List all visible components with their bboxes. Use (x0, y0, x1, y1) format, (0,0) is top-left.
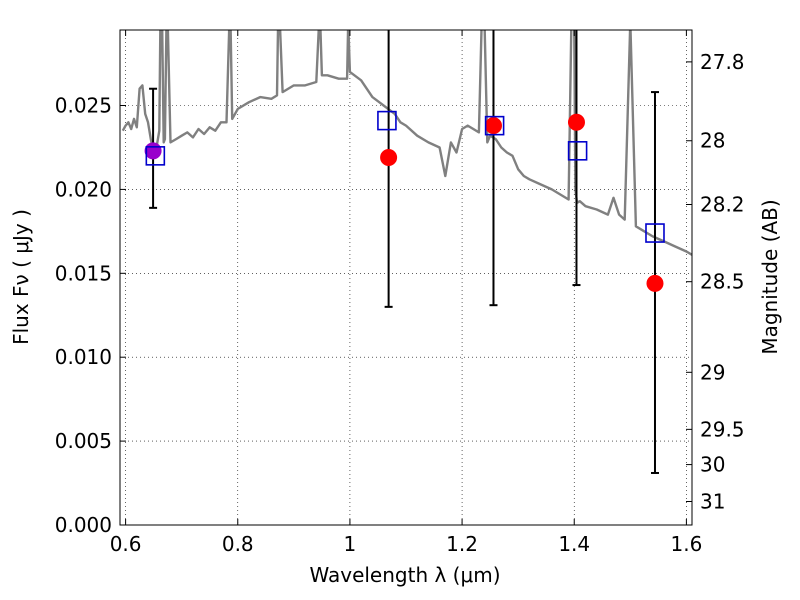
model-point-4 (645, 223, 665, 243)
observed-point-3 (567, 113, 585, 131)
y-tick-label: 0.025 (55, 94, 112, 118)
model-point-0 (145, 146, 166, 166)
magnitude-tick-label: 29 (700, 360, 725, 384)
y-tick-label: 0.015 (55, 261, 112, 285)
x-tick-label: 1.4 (558, 532, 590, 556)
spectrum-series (121, 30, 692, 256)
y-tick-label: 0.000 (55, 513, 112, 537)
errorbars (149, 30, 659, 474)
x-axis-ticks: 0.6 0.8 1 1.2 1.4 1.6 (110, 30, 702, 556)
y-tick-label: 0.020 (55, 177, 112, 201)
magnitude-axis-label: Magnitude (AB) (758, 199, 782, 354)
model-point-3 (567, 141, 588, 161)
x-tick-label: 0.8 (222, 532, 254, 556)
observed-points (144, 113, 664, 292)
x-tick-label: 1 (344, 532, 357, 556)
magnitude-tick-label: 28.2 (700, 193, 745, 217)
x-tick-label: 1.2 (446, 532, 478, 556)
magnitude-tick-label: 28.5 (700, 270, 745, 294)
y-tick-label: 0.005 (55, 429, 112, 453)
grid (120, 30, 692, 526)
model-points (145, 110, 665, 243)
observed-point-0 (144, 142, 162, 160)
x-tick-label: 0.6 (110, 532, 142, 556)
magnitude-tick-label: 27.8 (700, 50, 745, 74)
magnitude-tick-label: 30 (700, 453, 725, 477)
spectrum-line (121, 30, 692, 256)
y-tick-label: 0.010 (55, 345, 112, 369)
y-axis-label: Flux Fν ( μJy ) (9, 209, 33, 345)
magnitude-tick-label: 29.5 (700, 417, 745, 441)
plot-frame (119, 29, 693, 526)
x-tick-label: 1.6 (670, 532, 702, 556)
observed-point-4 (646, 274, 664, 292)
magnitude-axis-ticks: 27.8 28 28.2 28.5 29 29.5 30 31 (686, 50, 745, 514)
model-point-1 (377, 110, 397, 131)
observed-point-2 (484, 117, 502, 135)
observed-point-1 (380, 149, 398, 167)
y-axis-ticks: 0.000 0.005 0.010 0.015 0.020 0.025 (55, 94, 126, 537)
magnitude-tick-label: 28 (700, 129, 725, 153)
model-point-2 (484, 115, 505, 136)
x-axis-label: Wavelength λ (μm) (309, 563, 500, 587)
magnitude-tick-label: 31 (700, 490, 725, 514)
